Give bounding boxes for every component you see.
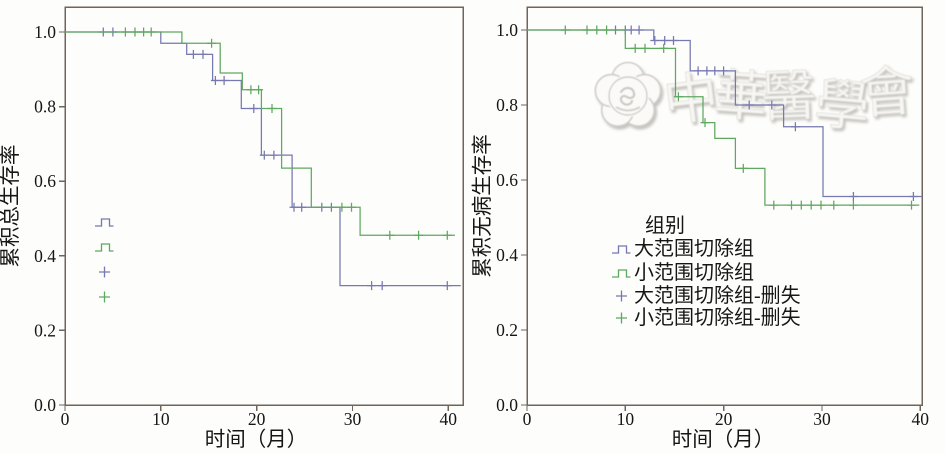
watermark-character: 中 xyxy=(660,66,722,133)
legend-step-symbol xyxy=(95,218,114,227)
y-tick-label: 0.8 xyxy=(496,95,518,115)
legend-step-symbol xyxy=(612,269,631,278)
series-step-line-wide-resection-group xyxy=(65,31,461,287)
watermark-character: 學 xyxy=(812,73,872,139)
seal-inner-disc xyxy=(607,75,649,117)
legend-item-label: 小范围切除组 xyxy=(634,261,754,284)
seal-banner xyxy=(615,106,641,112)
legend xyxy=(95,218,114,303)
disease-free-survival-chart: 0 10 20 30 40 0.0 0.2 0.4 0.6 0.8 1.0 时间（月） 累积无病生存率组… xyxy=(471,6,930,451)
legend-censor-symbol xyxy=(616,312,627,324)
y-tick-label: 0.2 xyxy=(34,320,56,340)
y-axis-label: 累积无病生存率 xyxy=(471,134,494,278)
x-tick-label: 10 xyxy=(152,409,170,429)
legend-censor-symbol xyxy=(99,266,110,278)
x-tick-label: 10 xyxy=(617,409,635,429)
legend-censor-symbol xyxy=(616,290,627,302)
plot-frame xyxy=(64,6,464,406)
x-axis-label: 时间（月） xyxy=(672,428,775,451)
x-tick-label: 0 xyxy=(523,409,532,429)
legend-item-label: 小范围切除组-删失 xyxy=(634,306,801,329)
x-tick-label: 30 xyxy=(344,409,362,429)
y-tick-label: 0.6 xyxy=(496,170,518,190)
legend-censor-symbol xyxy=(99,291,110,303)
censor-marks-small-resection-group xyxy=(560,25,916,210)
y-tick-label: 0.4 xyxy=(496,245,518,265)
x-tick-label: 30 xyxy=(813,409,831,429)
y-tick-label: 0.6 xyxy=(34,171,56,191)
x-tick-label: 20 xyxy=(248,409,266,429)
x-tick-label: 0 xyxy=(61,409,70,429)
seal-inner-ring xyxy=(608,76,648,116)
legend-title: 组别 xyxy=(645,214,685,237)
overall-survival-chart: 0 10 20 30 40 0.0 0.2 0.4 0.6 0.8 1.0 时间（月） 累积总生存率 xyxy=(0,6,464,451)
censor-marks-small-resection-group xyxy=(120,27,452,240)
watermark-character: 會 xyxy=(858,60,917,125)
x-tick-label: 20 xyxy=(715,409,733,429)
x-axis-label: 时间（月） xyxy=(205,428,308,451)
seal-emblem-glyph xyxy=(619,86,636,106)
watermark-character: 華 xyxy=(711,64,770,129)
y-tick-label: 0.0 xyxy=(496,395,518,415)
legend-step-symbol xyxy=(612,245,631,254)
y-tick-label: 0.0 xyxy=(34,395,56,415)
y-tick-label: 1.0 xyxy=(34,22,56,42)
y-axis-label: 累积总生存率 xyxy=(0,145,22,268)
y-tick-label: 0.2 xyxy=(496,320,518,340)
legend-item-label: 大范围切除组 xyxy=(634,237,754,260)
series-step-line-wide-resection-group xyxy=(527,29,923,198)
y-tick-label: 0.4 xyxy=(34,246,56,266)
legend-item-label: 大范围切除组-删失 xyxy=(634,284,801,307)
plot-frame xyxy=(526,6,923,406)
y-tick-label: 1.0 xyxy=(496,20,518,40)
cma-seal-icon xyxy=(594,61,662,127)
watermark-character: 醫 xyxy=(760,65,817,128)
y-tick-label: 0.8 xyxy=(34,97,56,117)
x-tick-label: 40 xyxy=(912,409,930,429)
legend-step-symbol xyxy=(95,243,114,252)
x-tick-label: 40 xyxy=(440,409,458,429)
series-step-line-small-resection-group xyxy=(65,31,455,236)
censor-marks-wide-resection-group xyxy=(98,27,452,291)
